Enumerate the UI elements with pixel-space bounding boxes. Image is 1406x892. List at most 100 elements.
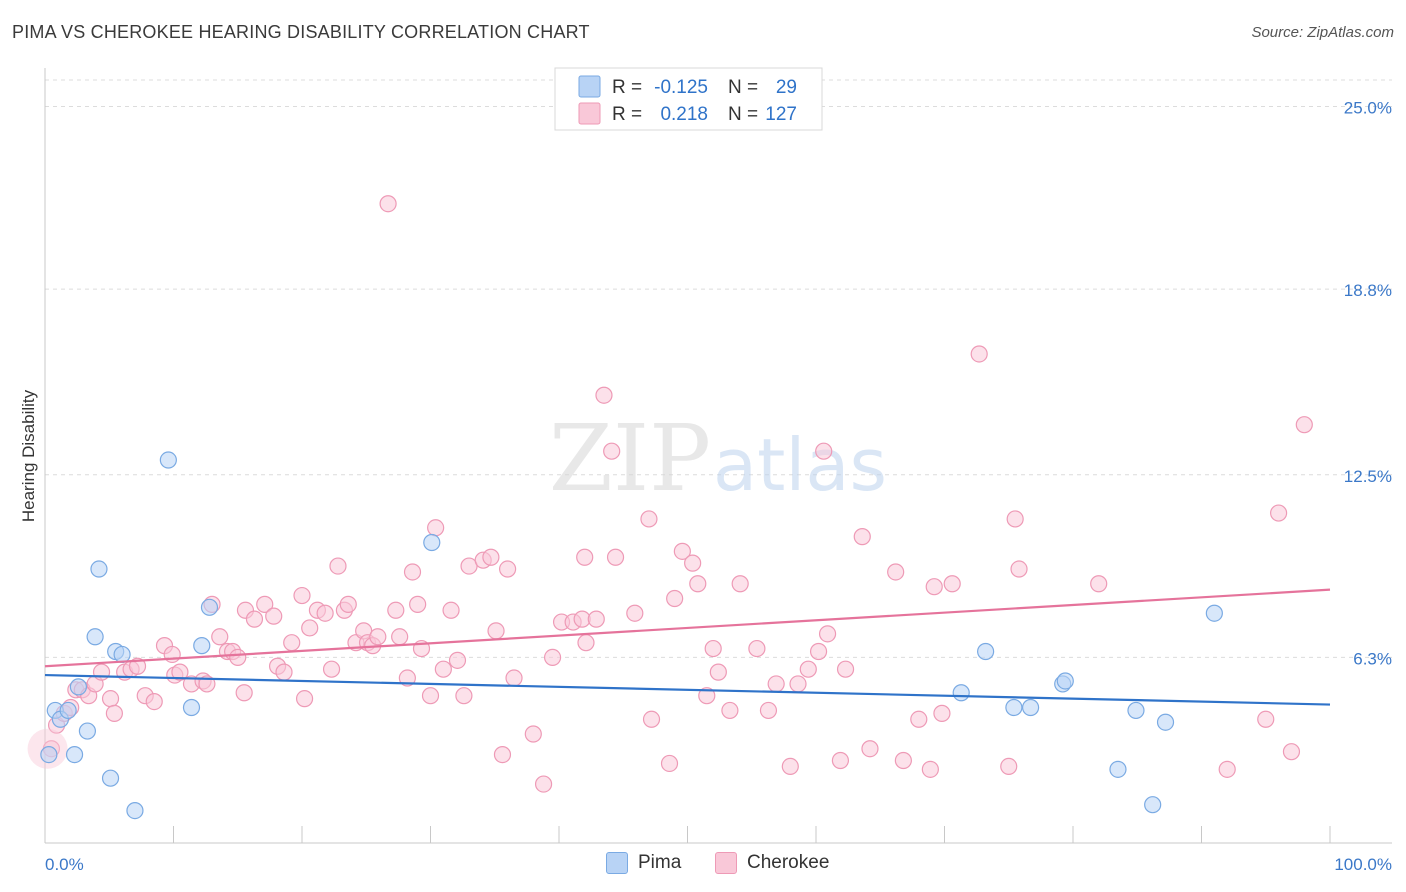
cherokee-point <box>970 345 988 363</box>
pima-trend-line <box>44 673 1331 706</box>
cherokee-point <box>322 660 341 678</box>
x-tick-label: 0.0% <box>45 855 84 874</box>
cherokee-point <box>316 604 334 622</box>
cherokee-point <box>731 575 749 593</box>
cherokee-point <box>487 622 505 640</box>
cherokee-point <box>171 663 189 681</box>
pima-point <box>952 684 970 702</box>
cherokee-trend-line <box>44 588 1331 668</box>
cherokee-point <box>689 575 707 593</box>
cherokee-point <box>211 628 229 646</box>
cherokee-point <box>1282 743 1301 761</box>
cherokee-point <box>409 595 427 613</box>
pima-point <box>69 678 88 696</box>
cherokee-point <box>493 746 512 764</box>
cherokee-legend-swatch <box>578 102 601 125</box>
pima-point <box>1056 672 1074 690</box>
pima-point <box>193 637 211 655</box>
pima-point <box>200 598 219 616</box>
cherokee-point <box>245 610 264 628</box>
cherokee-point <box>403 563 422 581</box>
cherokee-point <box>666 589 684 608</box>
cherokee-point <box>576 548 594 566</box>
cherokee-point <box>543 648 562 667</box>
cherokee-point <box>283 634 301 652</box>
cherokee-point <box>101 690 120 708</box>
pima-point <box>40 746 58 764</box>
pima-n-value: 29 <box>776 77 797 98</box>
cherokee-point <box>887 563 905 581</box>
cherokee-point <box>925 578 943 596</box>
cherokee-point <box>455 687 473 705</box>
legend-item-cherokee[interactable]: Cherokee <box>715 852 829 874</box>
cherokee-swatch <box>715 852 737 874</box>
cherokee-point <box>673 542 691 560</box>
cherokee-point <box>229 648 247 667</box>
cherokee-point <box>1269 504 1288 522</box>
y-tick-labels: 6.3% 12.5% 18.8% 25.0% <box>1344 99 1392 669</box>
cherokee-point <box>595 386 613 404</box>
legend-label-cherokee: Cherokee <box>747 852 830 873</box>
watermark-atlas: atlas <box>713 423 887 507</box>
cherokee-point <box>387 601 405 619</box>
cherokee-point <box>587 610 605 628</box>
pima-point <box>113 645 131 664</box>
pima-point <box>159 451 177 469</box>
cherokee-point <box>721 701 739 720</box>
series-legend: Pima Cherokee <box>0 852 1406 878</box>
y-axis-label: Hearing Disability <box>19 389 38 522</box>
cherokee-r-label: R = <box>612 104 642 125</box>
cherokee-point <box>684 554 702 572</box>
cherokee-point <box>256 595 274 613</box>
cherokee-n-label: N = <box>728 104 758 125</box>
cherokee-point <box>339 595 357 613</box>
y-tick-label: 18.8% <box>1344 281 1392 300</box>
cherokee-point <box>831 751 850 770</box>
grid-lines <box>45 79 1392 658</box>
legend-item-pima[interactable]: Pima <box>606 852 681 874</box>
pima-point <box>1156 713 1175 731</box>
cherokee-point <box>442 601 460 619</box>
cherokee-point <box>301 619 319 637</box>
pima-point <box>86 628 104 646</box>
pima-point <box>423 533 441 552</box>
cherokee-point <box>265 607 283 625</box>
watermark: ZIP atlas <box>549 405 887 512</box>
cherokee-point <box>398 669 416 687</box>
pima-point <box>90 560 108 578</box>
cherokee-point <box>933 704 951 722</box>
cherokee-point <box>421 687 440 705</box>
y-tick-label: 25.0% <box>1344 99 1392 118</box>
cherokee-point <box>524 725 542 743</box>
pima-point <box>1005 698 1023 717</box>
pima-point <box>182 698 201 717</box>
cherokee-point <box>759 701 778 720</box>
cherokee-point <box>92 663 111 681</box>
cherokee-point <box>1218 760 1236 778</box>
cherokee-point <box>1010 560 1028 578</box>
cherokee-point <box>145 692 163 711</box>
axes <box>44 68 1392 844</box>
cherokee-point <box>448 651 467 669</box>
cherokee-point <box>379 195 397 213</box>
cherokee-point <box>809 642 828 661</box>
pima-point <box>1144 796 1162 814</box>
cherokee-point <box>128 657 147 675</box>
cherokee-point <box>391 628 409 646</box>
cherokee-point <box>1006 510 1024 528</box>
watermark-zip: ZIP <box>549 405 711 512</box>
cherokee-point <box>1090 575 1108 593</box>
cherokee-point <box>293 586 311 605</box>
cherokee-point <box>482 548 500 566</box>
cherokee-point <box>606 548 625 566</box>
cherokee-point <box>943 575 961 593</box>
cherokee-point <box>434 660 452 678</box>
cherokee-point <box>499 560 517 578</box>
y-tick-label: 6.3% <box>1353 649 1392 668</box>
cherokee-point <box>910 710 928 728</box>
cherokee-point <box>861 740 879 758</box>
cherokee-point <box>1257 710 1275 728</box>
pima-point <box>1127 701 1145 720</box>
pima-point <box>977 642 995 661</box>
